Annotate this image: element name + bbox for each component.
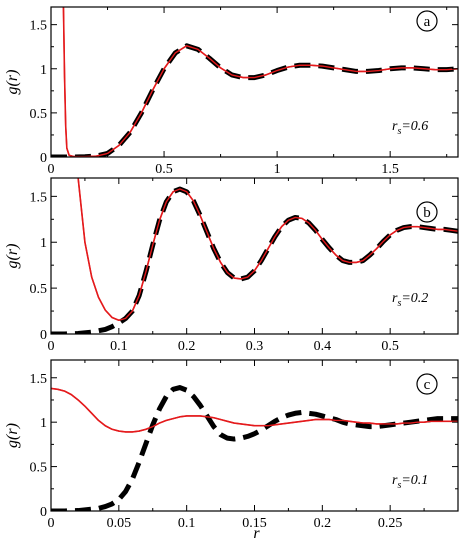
y-tick-label: 1.5 <box>30 190 48 205</box>
x-tick-label: 0.3 <box>246 339 264 354</box>
y-tick-label: 0 <box>40 505 47 520</box>
x-tick-label: 0.2 <box>314 516 332 531</box>
x-tick-label: 0.1 <box>110 339 128 354</box>
x-tick-label: 0 <box>48 516 55 531</box>
rs-annotation: rs=0.6 <box>392 119 428 137</box>
panel-a: 0 0.5 1 1.5 0 0.5 1 1.5 g(r) a rs=0.6 <box>4 6 459 177</box>
y-tick-label: 1.5 <box>30 19 48 34</box>
panel-label: c <box>424 377 431 393</box>
panel-b: 0 0.1 0.2 0.3 0.4 0.5 0 0.5 1 1.5 g(r) b rs=0.2 <box>4 177 459 354</box>
x-tick-label: 0.2 <box>178 339 196 354</box>
x-tick-label: 0.15 <box>242 516 267 531</box>
plot-frame <box>50 177 459 335</box>
y-tick-label: 1 <box>40 236 47 251</box>
y-tick-label: 0 <box>40 151 47 166</box>
y-tick-label: 0.5 <box>30 461 48 476</box>
y-tick-label: 1.5 <box>30 372 48 387</box>
y-axis-label: g(r) <box>4 423 21 448</box>
panel-label-circle <box>416 10 438 32</box>
rs-annotation: rs=0.1 <box>392 473 428 491</box>
y-tick-label: 0.5 <box>30 107 48 122</box>
series-solid-red-overlay <box>77 178 458 321</box>
series-solid-red-overlay <box>62 7 458 157</box>
plot-frame <box>50 6 459 158</box>
x-tick-label: 0.4 <box>314 339 332 354</box>
x-tick-label: 1 <box>274 162 281 177</box>
rs-annotation: rs=0.2 <box>392 291 428 309</box>
y-tick-label: 1 <box>40 63 47 78</box>
x-tick-label: 0.5 <box>155 162 173 177</box>
x-tick-label: 0.05 <box>107 516 132 531</box>
y-tick-label: 0 <box>40 328 47 343</box>
series-dashed-black <box>51 186 458 334</box>
y-axis-label: g(r) <box>4 70 21 95</box>
x-tick-label: 0.1 <box>178 516 196 531</box>
y-tick-label: 1 <box>40 416 47 431</box>
x-axis-label: r <box>253 525 260 542</box>
y-axis-label: g(r) <box>4 244 21 269</box>
panel-label-circle <box>416 373 438 395</box>
x-tick-label: 0.25 <box>378 516 403 531</box>
y-tick-label: 0.5 <box>30 282 48 297</box>
panel-label-circle <box>416 201 438 223</box>
panel-label: a <box>424 14 431 30</box>
x-tick-label: 0 <box>48 339 55 354</box>
series-dashed-black <box>51 43 458 157</box>
x-tick-label: 0 <box>48 162 55 177</box>
series-dashed-black <box>51 385 458 511</box>
panel-c: 0 0.05 0.1 0.15 0.2 0.25 0 0.5 1 1.5 g(r) r c rs=0.1 <box>4 359 459 542</box>
x-tick-label: 0.5 <box>381 339 399 354</box>
series-solid-red-overlay <box>51 387 458 433</box>
panel-label: b <box>423 205 431 221</box>
x-tick-label: 1.5 <box>381 162 399 177</box>
